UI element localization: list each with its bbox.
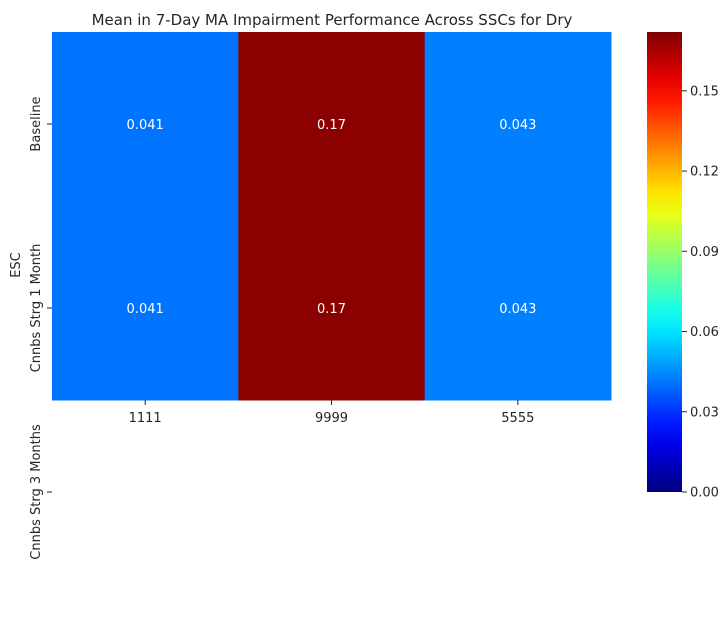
y-tick-label: Cnnbs Strg 1 Month (29, 244, 44, 373)
cell-value-label: 0.041 (127, 118, 164, 133)
cell-value-label: 0.17 (317, 302, 346, 317)
cell-value-label: 0.17 (317, 118, 346, 133)
heatmap-cell (52, 216, 239, 401)
x-axis-ticks: 1111 9999 5555 (129, 400, 534, 426)
x-tick-label: 5555 (501, 411, 534, 426)
colorbar-tick-label: 0.09 (690, 245, 719, 260)
cell-annotations: 0.041 0.17 0.043 0.041 0.17 0.043 (127, 118, 537, 317)
x-tick-label: 1111 (129, 411, 162, 426)
colorbar: 0.00 0.03 0.06 0.09 0.12 0.15 (647, 32, 719, 501)
heatmap-cell (238, 216, 426, 401)
colorbar-tick-label: 0.00 (690, 486, 719, 501)
heatmap-cell (424, 216, 612, 401)
colorbar-tick-label: 0.03 (690, 405, 719, 420)
colorbar-tick-label: 0.12 (690, 165, 719, 180)
y-tick-label: Baseline (29, 96, 44, 151)
chart-title: Mean in 7-Day MA Impairment Performance … (92, 11, 573, 29)
y-axis-ticks: Baseline Cnnbs Strg 1 Month Cnnbs Strg 3 M… (29, 96, 52, 560)
colorbar-tick-label: 0.06 (690, 325, 719, 340)
y-axis-label: ESC (9, 252, 24, 278)
y-tick-label: Cnnbs Strg 3 Months (29, 424, 44, 560)
colorbar-gradient (647, 32, 682, 492)
colorbar-tick-label: 0.15 (690, 84, 719, 99)
x-tick-label: 9999 (315, 411, 348, 426)
cell-value-label: 0.043 (499, 302, 536, 317)
cell-value-label: 0.043 (499, 118, 536, 133)
heatmap-cell (424, 32, 612, 217)
heatmap-cell (238, 32, 426, 217)
heatmap-cell (52, 32, 239, 217)
heatmap-cells (52, 32, 612, 401)
cell-value-label: 0.041 (127, 302, 164, 317)
